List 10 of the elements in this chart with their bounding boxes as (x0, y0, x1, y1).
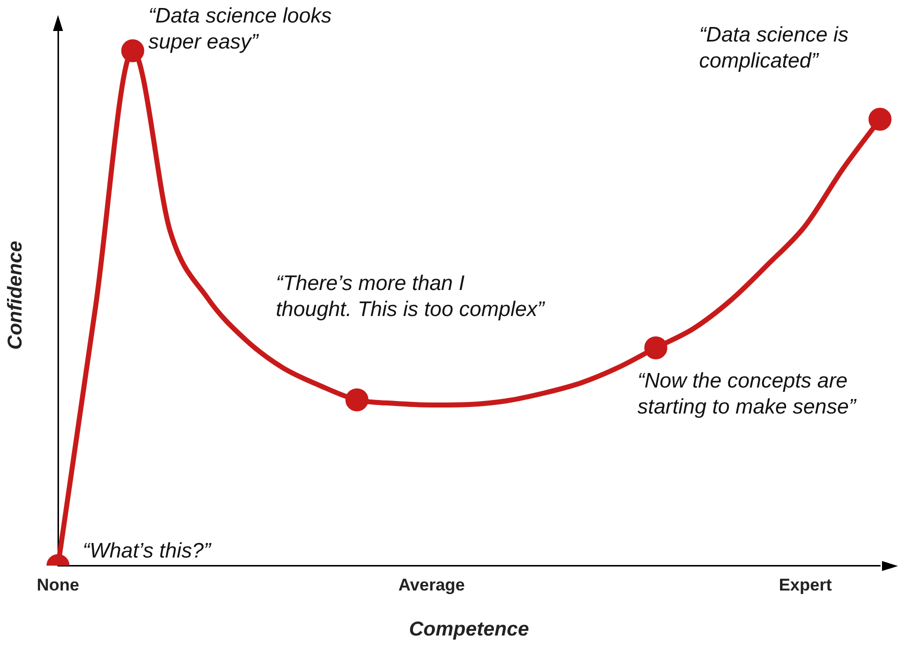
annotation: “Now the concepts are starting to make sense” (638, 369, 857, 418)
x-axis-title: Competence (408, 618, 530, 641)
x-tick-label: Average (398, 575, 465, 594)
y-axis-title: Confidence (4, 240, 27, 350)
x-tick-label: Expert (778, 575, 832, 594)
annotation: “What’s this?” (82, 540, 212, 563)
annotation: “Data science looks super easy” (148, 4, 332, 54)
x-tick-label: None (36, 575, 80, 594)
annotation: “Data science is complicated” (699, 23, 850, 72)
annotation: “There’s more than I thought. This is too complex” (276, 272, 546, 322)
